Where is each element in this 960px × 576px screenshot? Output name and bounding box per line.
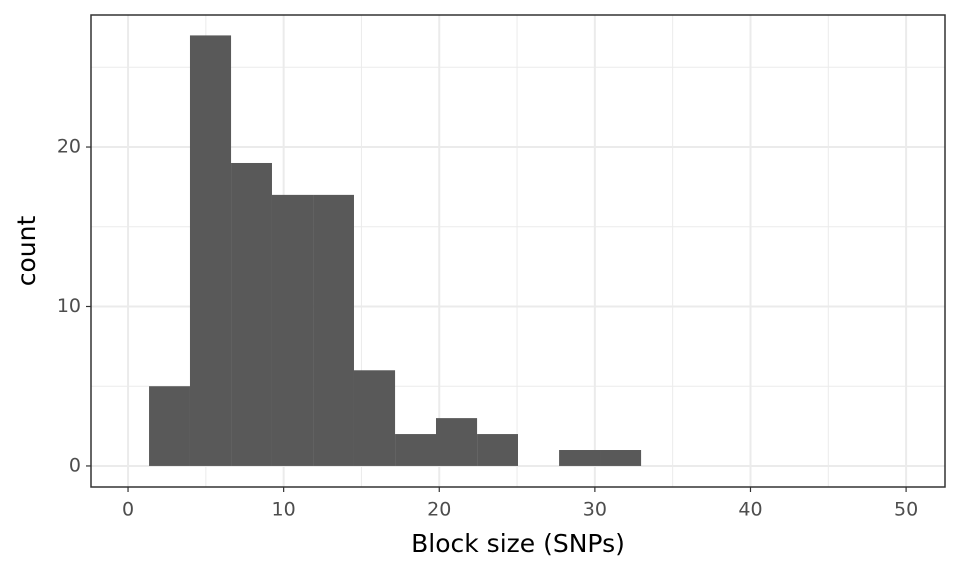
bar (477, 434, 518, 466)
y-tick-label: 20 (57, 136, 81, 158)
bar (271, 194, 314, 466)
bar (353, 370, 396, 466)
x-axis-title: Block size (SNPs) (411, 529, 625, 558)
bar (559, 450, 601, 466)
bar (231, 162, 272, 466)
x-tick-label: 40 (738, 499, 762, 521)
bar (189, 35, 232, 466)
bar (600, 450, 642, 466)
x-tick-label: 10 (272, 499, 296, 521)
bar (395, 434, 436, 466)
x-tick-label: 50 (894, 499, 918, 521)
bar (313, 194, 354, 466)
bar (435, 418, 478, 466)
y-tick-label: 0 (69, 454, 81, 476)
x-tick-label: 20 (427, 499, 451, 521)
y-axis-title: count (12, 216, 41, 287)
x-tick-label: 30 (583, 499, 607, 521)
panel-border (90, 14, 946, 488)
y-tick-label: 10 (57, 295, 81, 317)
x-tick-label: 0 (122, 499, 134, 521)
bar (149, 386, 190, 466)
